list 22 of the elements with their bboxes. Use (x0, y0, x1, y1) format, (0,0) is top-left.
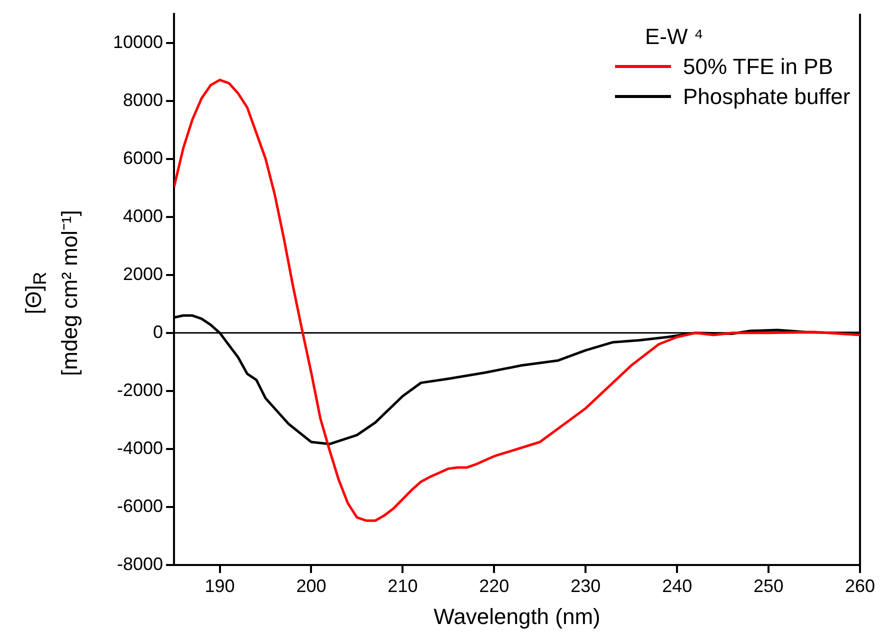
x-tick-label: 260 (844, 576, 876, 596)
x-tick-label: 220 (479, 576, 510, 596)
y-tick-label: -2000 (117, 380, 164, 400)
x-axis-title: Wavelength (nm) (434, 604, 600, 629)
x-tick-label: 230 (570, 576, 601, 596)
legend-title: E-W ⁴ (644, 22, 704, 51)
y-tick-label: 2000 (123, 264, 164, 284)
y-tick-label: -8000 (117, 554, 164, 574)
y-tick-label: 8000 (123, 90, 164, 110)
y-tick-label: 0 (153, 322, 164, 342)
y-tick-label: -4000 (117, 438, 164, 458)
y-tick-label: -6000 (117, 496, 164, 516)
x-tick-label: 200 (296, 576, 326, 596)
x-tick-label: 250 (754, 576, 784, 596)
x-tick-label: 210 (388, 576, 418, 596)
y-tick-label: 10000 (112, 32, 164, 52)
legend-label: Phosphate buffer (683, 82, 850, 111)
y-tick-label: 4000 (123, 206, 164, 226)
y-tick-label: 6000 (123, 148, 164, 168)
x-tick-label: 190 (204, 576, 235, 596)
x-tick-label: 240 (662, 576, 692, 596)
legend-label: 50% TFE in PB (683, 52, 833, 81)
